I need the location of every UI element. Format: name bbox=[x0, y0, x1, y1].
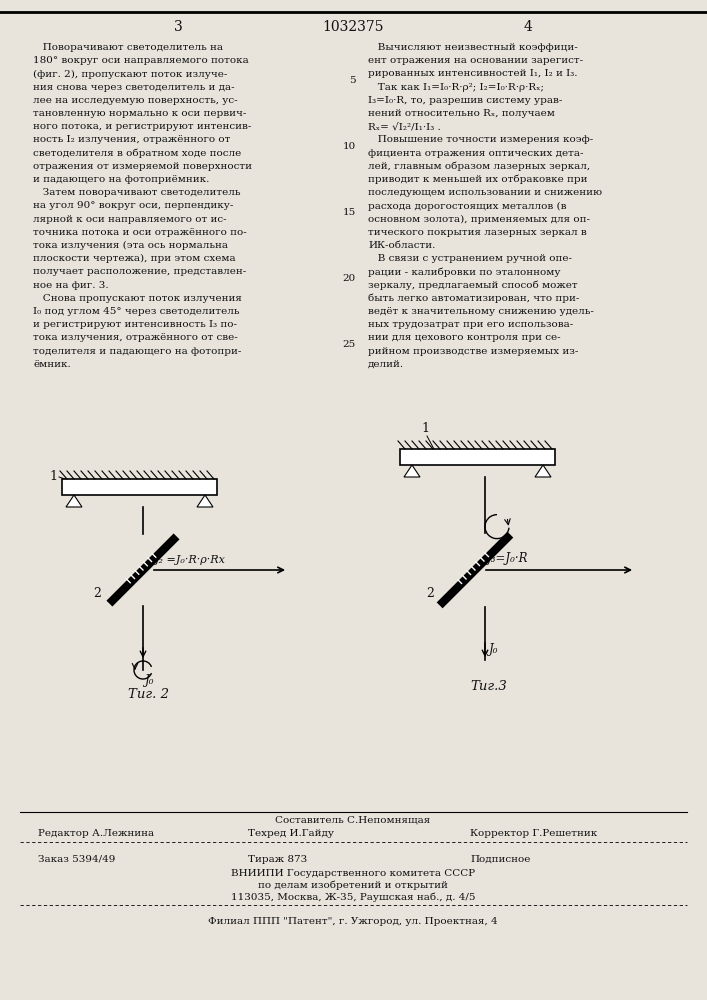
Text: ния снова через светоделитель и да-: ния снова через светоделитель и да- bbox=[33, 83, 235, 92]
Text: I₃=I₀·R, то, разрешив систему урав-: I₃=I₀·R, то, разрешив систему урав- bbox=[368, 96, 562, 105]
Text: Так как I₁=I₀·R·ρ²; I₂=I₀·R·ρ·Rₓ;: Так как I₁=I₀·R·ρ²; I₂=I₀·R·ρ·Rₓ; bbox=[368, 83, 544, 92]
Polygon shape bbox=[535, 465, 551, 477]
Text: 1: 1 bbox=[421, 422, 429, 435]
Text: точника потока и оси отражённого по-: точника потока и оси отражённого по- bbox=[33, 228, 247, 237]
Text: ное на фиг. 3.: ное на фиг. 3. bbox=[33, 281, 109, 290]
Text: последующем использовании и снижению: последующем использовании и снижению bbox=[368, 188, 602, 197]
Text: на угол 90° вокруг оси, перпендику-: на угол 90° вокруг оси, перпендику- bbox=[33, 201, 233, 210]
Text: отражения от измеряемой поверхности: отражения от измеряемой поверхности bbox=[33, 162, 252, 171]
Text: зеркалу, предлагаемый способ может: зеркалу, предлагаемый способ может bbox=[368, 281, 578, 290]
Text: ного потока, и регистрируют интенсив-: ного потока, и регистрируют интенсив- bbox=[33, 122, 252, 131]
Text: 15: 15 bbox=[343, 208, 356, 217]
Text: Корректор Г.Решетник: Корректор Г.Решетник bbox=[470, 829, 597, 838]
Text: 4: 4 bbox=[524, 20, 532, 34]
Bar bbox=[400, 449, 555, 465]
Text: 113035, Москва, Ж-35, Раушская наб., д. 4/5: 113035, Москва, Ж-35, Раушская наб., д. … bbox=[230, 893, 475, 902]
Text: по делам изобретений и открытий: по делам изобретений и открытий bbox=[258, 881, 448, 890]
Text: нений относительно Rₓ, получаем: нений относительно Rₓ, получаем bbox=[368, 109, 555, 118]
Text: основном золота), применяемых для оп-: основном золота), применяемых для оп- bbox=[368, 215, 590, 224]
Text: Заказ 5394/49: Заказ 5394/49 bbox=[38, 855, 115, 864]
Text: Снова пропускают поток излучения: Снова пропускают поток излучения bbox=[33, 294, 242, 303]
Text: Техред И.Гайду: Техред И.Гайду bbox=[248, 829, 334, 838]
Text: ведёт к значительному снижению удель-: ведёт к значительному снижению удель- bbox=[368, 307, 594, 316]
Text: 5: 5 bbox=[349, 76, 356, 85]
Text: Вычисляют неизвестный коэффици-: Вычисляют неизвестный коэффици- bbox=[368, 43, 578, 52]
Text: Филиал ППП "Патент", г. Ужгород, ул. Проектная, 4: Филиал ППП "Патент", г. Ужгород, ул. Про… bbox=[208, 917, 498, 926]
Text: лярной к оси направляемого от ис-: лярной к оси направляемого от ис- bbox=[33, 215, 227, 224]
Text: быть легко автоматизирован, что при-: быть легко автоматизирован, что при- bbox=[368, 294, 579, 303]
Text: тического покрытия лазерных зеркал в: тического покрытия лазерных зеркал в bbox=[368, 228, 587, 237]
Text: приводит к меньшей их отбраковке при: приводит к меньшей их отбраковке при bbox=[368, 175, 588, 184]
Text: J₀: J₀ bbox=[145, 674, 155, 687]
Text: ность I₂ излучения, отражённого от: ность I₂ излучения, отражённого от bbox=[33, 135, 230, 144]
Text: Rₓ= √I₂²/I₁·I₃ .: Rₓ= √I₂²/I₁·I₃ . bbox=[368, 122, 440, 131]
Text: тановленную нормально к оси первич-: тановленную нормально к оси первич- bbox=[33, 109, 246, 118]
Text: расхода дорогостоящих металлов (в: расхода дорогостоящих металлов (в bbox=[368, 201, 566, 211]
Polygon shape bbox=[197, 495, 213, 507]
Text: J₃=J₀·R: J₃=J₀·R bbox=[487, 552, 529, 565]
Text: рации - калибровки по эталонному: рации - калибровки по эталонному bbox=[368, 267, 561, 277]
Text: ент отражения на основании зарегист-: ент отражения на основании зарегист- bbox=[368, 56, 583, 65]
Text: и падающего на фотоприёмник.: и падающего на фотоприёмник. bbox=[33, 175, 209, 184]
Text: Затем поворачивают светоделитель: Затем поворачивают светоделитель bbox=[33, 188, 240, 197]
Text: и регистрируют интенсивность I₃ по-: и регистрируют интенсивность I₃ по- bbox=[33, 320, 237, 329]
Text: J₀: J₀ bbox=[489, 643, 498, 656]
Text: 10: 10 bbox=[343, 142, 356, 151]
Text: Поворачивают светоделитель на: Поворачивают светоделитель на bbox=[33, 43, 223, 52]
Text: получает расположение, представлен-: получает расположение, представлен- bbox=[33, 267, 246, 276]
Text: тока излучения (эта ось нормальна: тока излучения (эта ось нормальна bbox=[33, 241, 228, 250]
Text: лее на исследуемую поверхность, ус-: лее на исследуемую поверхность, ус- bbox=[33, 96, 238, 105]
Text: Редактор А.Лежнина: Редактор А.Лежнина bbox=[38, 829, 154, 838]
Text: 25: 25 bbox=[343, 340, 356, 349]
Text: ных трудозатрат при его использова-: ных трудозатрат при его использова- bbox=[368, 320, 573, 329]
Text: 3: 3 bbox=[174, 20, 182, 34]
Text: Составитель С.Непомнящая: Составитель С.Непомнящая bbox=[275, 815, 431, 824]
Polygon shape bbox=[66, 495, 82, 507]
Text: ВНИИПИ Государственного комитета СССР: ВНИИПИ Государственного комитета СССР bbox=[231, 869, 475, 878]
Polygon shape bbox=[404, 465, 420, 477]
Text: плоскости чертежа), при этом схема: плоскости чертежа), при этом схема bbox=[33, 254, 235, 263]
Text: ИК-области.: ИК-области. bbox=[368, 241, 436, 250]
Text: тока излучения, отражённого от све-: тока излучения, отражённого от све- bbox=[33, 333, 238, 342]
Text: Подписное: Подписное bbox=[470, 855, 530, 864]
Bar bbox=[62, 479, 217, 495]
Text: делий.: делий. bbox=[368, 360, 404, 369]
Text: Тираж 873: Тираж 873 bbox=[248, 855, 308, 864]
Text: рийном производстве измеряемых из-: рийном производстве измеряемых из- bbox=[368, 347, 578, 356]
Text: В связи с устранением ручной опе-: В связи с устранением ручной опе- bbox=[368, 254, 572, 263]
Text: I₀ под углом 45° через светоделитель: I₀ под углом 45° через светоделитель bbox=[33, 307, 240, 316]
Text: 20: 20 bbox=[343, 274, 356, 283]
Text: Τиг. 2: Τиг. 2 bbox=[128, 688, 169, 701]
Text: лей, главным образом лазерных зеркал,: лей, главным образом лазерных зеркал, bbox=[368, 162, 590, 171]
Text: рированных интенсивностей I₁, I₂ и I₃.: рированных интенсивностей I₁, I₂ и I₃. bbox=[368, 69, 578, 78]
Text: 1: 1 bbox=[49, 471, 57, 484]
Text: 1032375: 1032375 bbox=[322, 20, 384, 34]
Text: нии для цехового контроля при се-: нии для цехового контроля при се- bbox=[368, 333, 561, 342]
Text: Повышение точности измерения коэф-: Повышение точности измерения коэф- bbox=[368, 135, 593, 144]
Text: фициента отражения оптических дета-: фициента отражения оптических дета- bbox=[368, 149, 583, 158]
Text: ёмник.: ёмник. bbox=[33, 360, 71, 369]
Text: Τиг.3: Τиг.3 bbox=[470, 680, 507, 693]
Text: светоделителя в обратном ходе после: светоделителя в обратном ходе после bbox=[33, 149, 241, 158]
Text: 2: 2 bbox=[426, 587, 433, 600]
Text: (фиг. 2), пропускают поток излуче-: (фиг. 2), пропускают поток излуче- bbox=[33, 69, 228, 79]
Text: тоделителя и падающего на фотопри-: тоделителя и падающего на фотопри- bbox=[33, 347, 241, 356]
Text: 180° вокруг оси направляемого потока: 180° вокруг оси направляемого потока bbox=[33, 56, 249, 65]
Text: J₂ =J₀·R·ρ·Rx: J₂ =J₀·R·ρ·Rx bbox=[155, 555, 226, 565]
Text: 2: 2 bbox=[93, 587, 101, 600]
